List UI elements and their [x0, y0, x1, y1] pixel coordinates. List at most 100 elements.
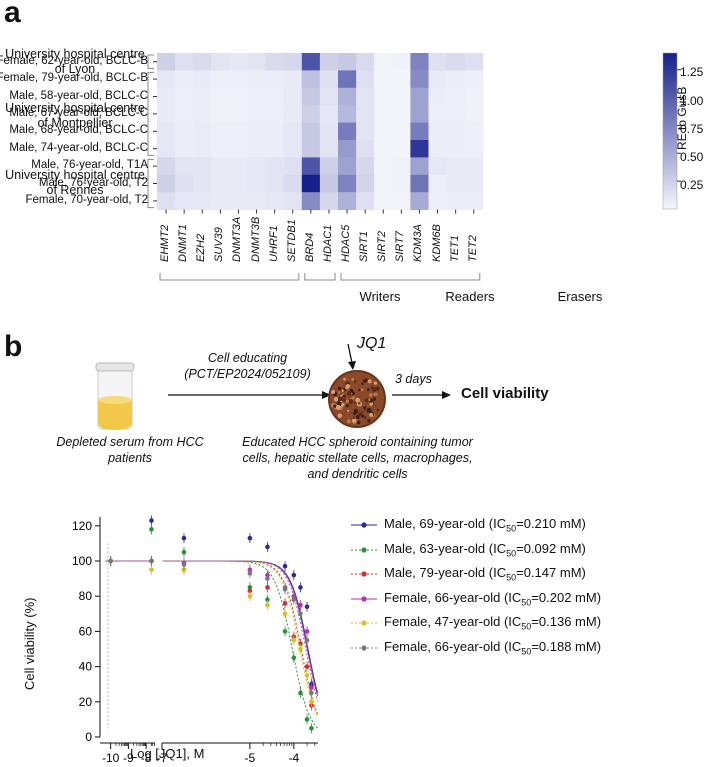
heatmap-cell	[247, 192, 267, 211]
heatmap-col-label: TET2	[466, 234, 479, 262]
heatmap-cell	[464, 87, 484, 106]
colorbar-tick: 0.75	[680, 122, 704, 136]
data-point	[247, 593, 253, 599]
heatmap-cell	[211, 70, 230, 89]
heatmap-cell	[193, 157, 212, 176]
heatmap-cell	[392, 105, 411, 124]
days-label: 3 days	[395, 372, 432, 386]
heatmap-cell	[175, 70, 194, 89]
heatmap-cell	[464, 70, 484, 89]
heatmap-cell	[193, 140, 212, 158]
y-tick-label: 40	[79, 660, 93, 674]
heatmap-cell	[175, 157, 194, 176]
heatmap-cell	[356, 87, 375, 106]
heatmap-cell	[392, 140, 411, 158]
heatmap-cell	[193, 192, 212, 211]
heatmap-cell	[338, 174, 357, 193]
heatmap-cell	[374, 122, 393, 141]
heatmap-cell	[410, 53, 429, 71]
heatmap-cell	[265, 140, 285, 158]
legend-marker	[351, 595, 377, 602]
heatmap-cell	[283, 70, 303, 89]
heatmap-cell	[374, 70, 393, 89]
heatmap-svg	[147, 52, 681, 281]
data-point	[304, 664, 310, 669]
heatmap-cell	[374, 192, 393, 211]
heatmap-cell	[211, 87, 230, 106]
group-writers: Writers	[359, 289, 401, 304]
serum-text: Depleted serum from HCC patients	[56, 435, 204, 465]
data-point	[265, 585, 270, 590]
data-point	[181, 567, 187, 573]
heatmap-cell	[428, 87, 448, 106]
heatmap-cell	[338, 53, 357, 71]
heatmap-cell	[428, 53, 448, 71]
heatmap-cell	[283, 174, 303, 193]
heatmap-col-label: KDM6B	[430, 223, 443, 262]
heatmap-cell	[229, 53, 248, 71]
dose-response-svg: 0 20 40 60 80 100 120 -10 -9 -8 -7 -5 -4	[72, 515, 319, 765]
heatmap-col-label: EZH2	[195, 233, 208, 262]
heatmap-cell	[247, 122, 267, 141]
data-point	[149, 527, 154, 532]
heatmap-cell	[157, 157, 176, 176]
heatmap-cell	[428, 105, 448, 124]
data-point	[282, 629, 288, 634]
legend-marker	[351, 571, 377, 577]
hospital-rennes: University hospital centre of Rennes	[5, 168, 145, 197]
x-tick-label: -7	[157, 751, 168, 765]
colorbar-tick: 0.50	[680, 150, 704, 164]
heatmap-row-label: Female, 62-year-old, BCLC-B	[0, 54, 148, 67]
heatmap-col-label: HDAC5	[340, 224, 353, 262]
heatmap-cell	[446, 140, 466, 158]
x-tick-label: -5	[245, 751, 256, 765]
x-tick-label: -10	[102, 751, 120, 765]
heatmap-cell	[356, 157, 375, 176]
heatmap-cell	[428, 122, 448, 141]
heatmap-cell	[229, 174, 248, 193]
data-point	[108, 558, 113, 564]
x-tick-label: -9	[123, 751, 134, 765]
heatmap-cell	[464, 140, 484, 158]
data-point	[304, 604, 310, 610]
data-point	[298, 585, 303, 590]
heatmap-cell	[392, 174, 411, 193]
heatmap-cell	[247, 140, 267, 158]
data-point	[265, 602, 270, 608]
series-4	[105, 556, 319, 718]
heatmap-cell	[229, 105, 248, 124]
y-tick-label: 20	[79, 695, 93, 709]
heatmap-cell	[446, 157, 466, 176]
heatmap-cell	[265, 157, 285, 176]
heatmap-cell	[464, 105, 484, 124]
heatmap-cell	[428, 70, 448, 89]
data-point	[298, 602, 303, 608]
legend-ic50-value: 0.188 mM	[538, 638, 597, 654]
heatmap-cell	[319, 157, 339, 176]
heatmap-col-label: TET1	[448, 234, 461, 262]
data-point	[309, 685, 314, 691]
y-tick-label: 120	[72, 519, 92, 533]
legend-ic50-value: 0.092 mM	[523, 540, 582, 556]
heatmap-cell	[446, 70, 466, 89]
heatmap-cell	[356, 53, 375, 71]
heatmap-cell	[265, 87, 285, 106]
spheroid-text: Educated HCC spheroid containing tumor c…	[242, 435, 473, 481]
data-point	[149, 558, 154, 564]
heatmap-cell	[157, 105, 176, 124]
heatmap-cell	[229, 192, 248, 211]
heatmap-cell	[356, 192, 375, 211]
data-point	[291, 572, 297, 578]
legend-ic50-value: 0.136 mM	[538, 614, 597, 629]
legend-series-name: Female, 66-year-old	[384, 638, 501, 654]
data-point	[309, 690, 314, 696]
heatmap-cell	[338, 87, 357, 106]
panel-b-label: b	[4, 330, 23, 363]
data-point	[304, 717, 310, 722]
heatmap-cell	[446, 174, 466, 193]
legend-ic50-value: 0.202 mM	[538, 589, 597, 605]
heatmap-cell	[175, 140, 194, 158]
data-point	[298, 611, 303, 617]
panel-a-label: a	[4, 0, 21, 29]
heatmap-cell	[229, 70, 248, 89]
